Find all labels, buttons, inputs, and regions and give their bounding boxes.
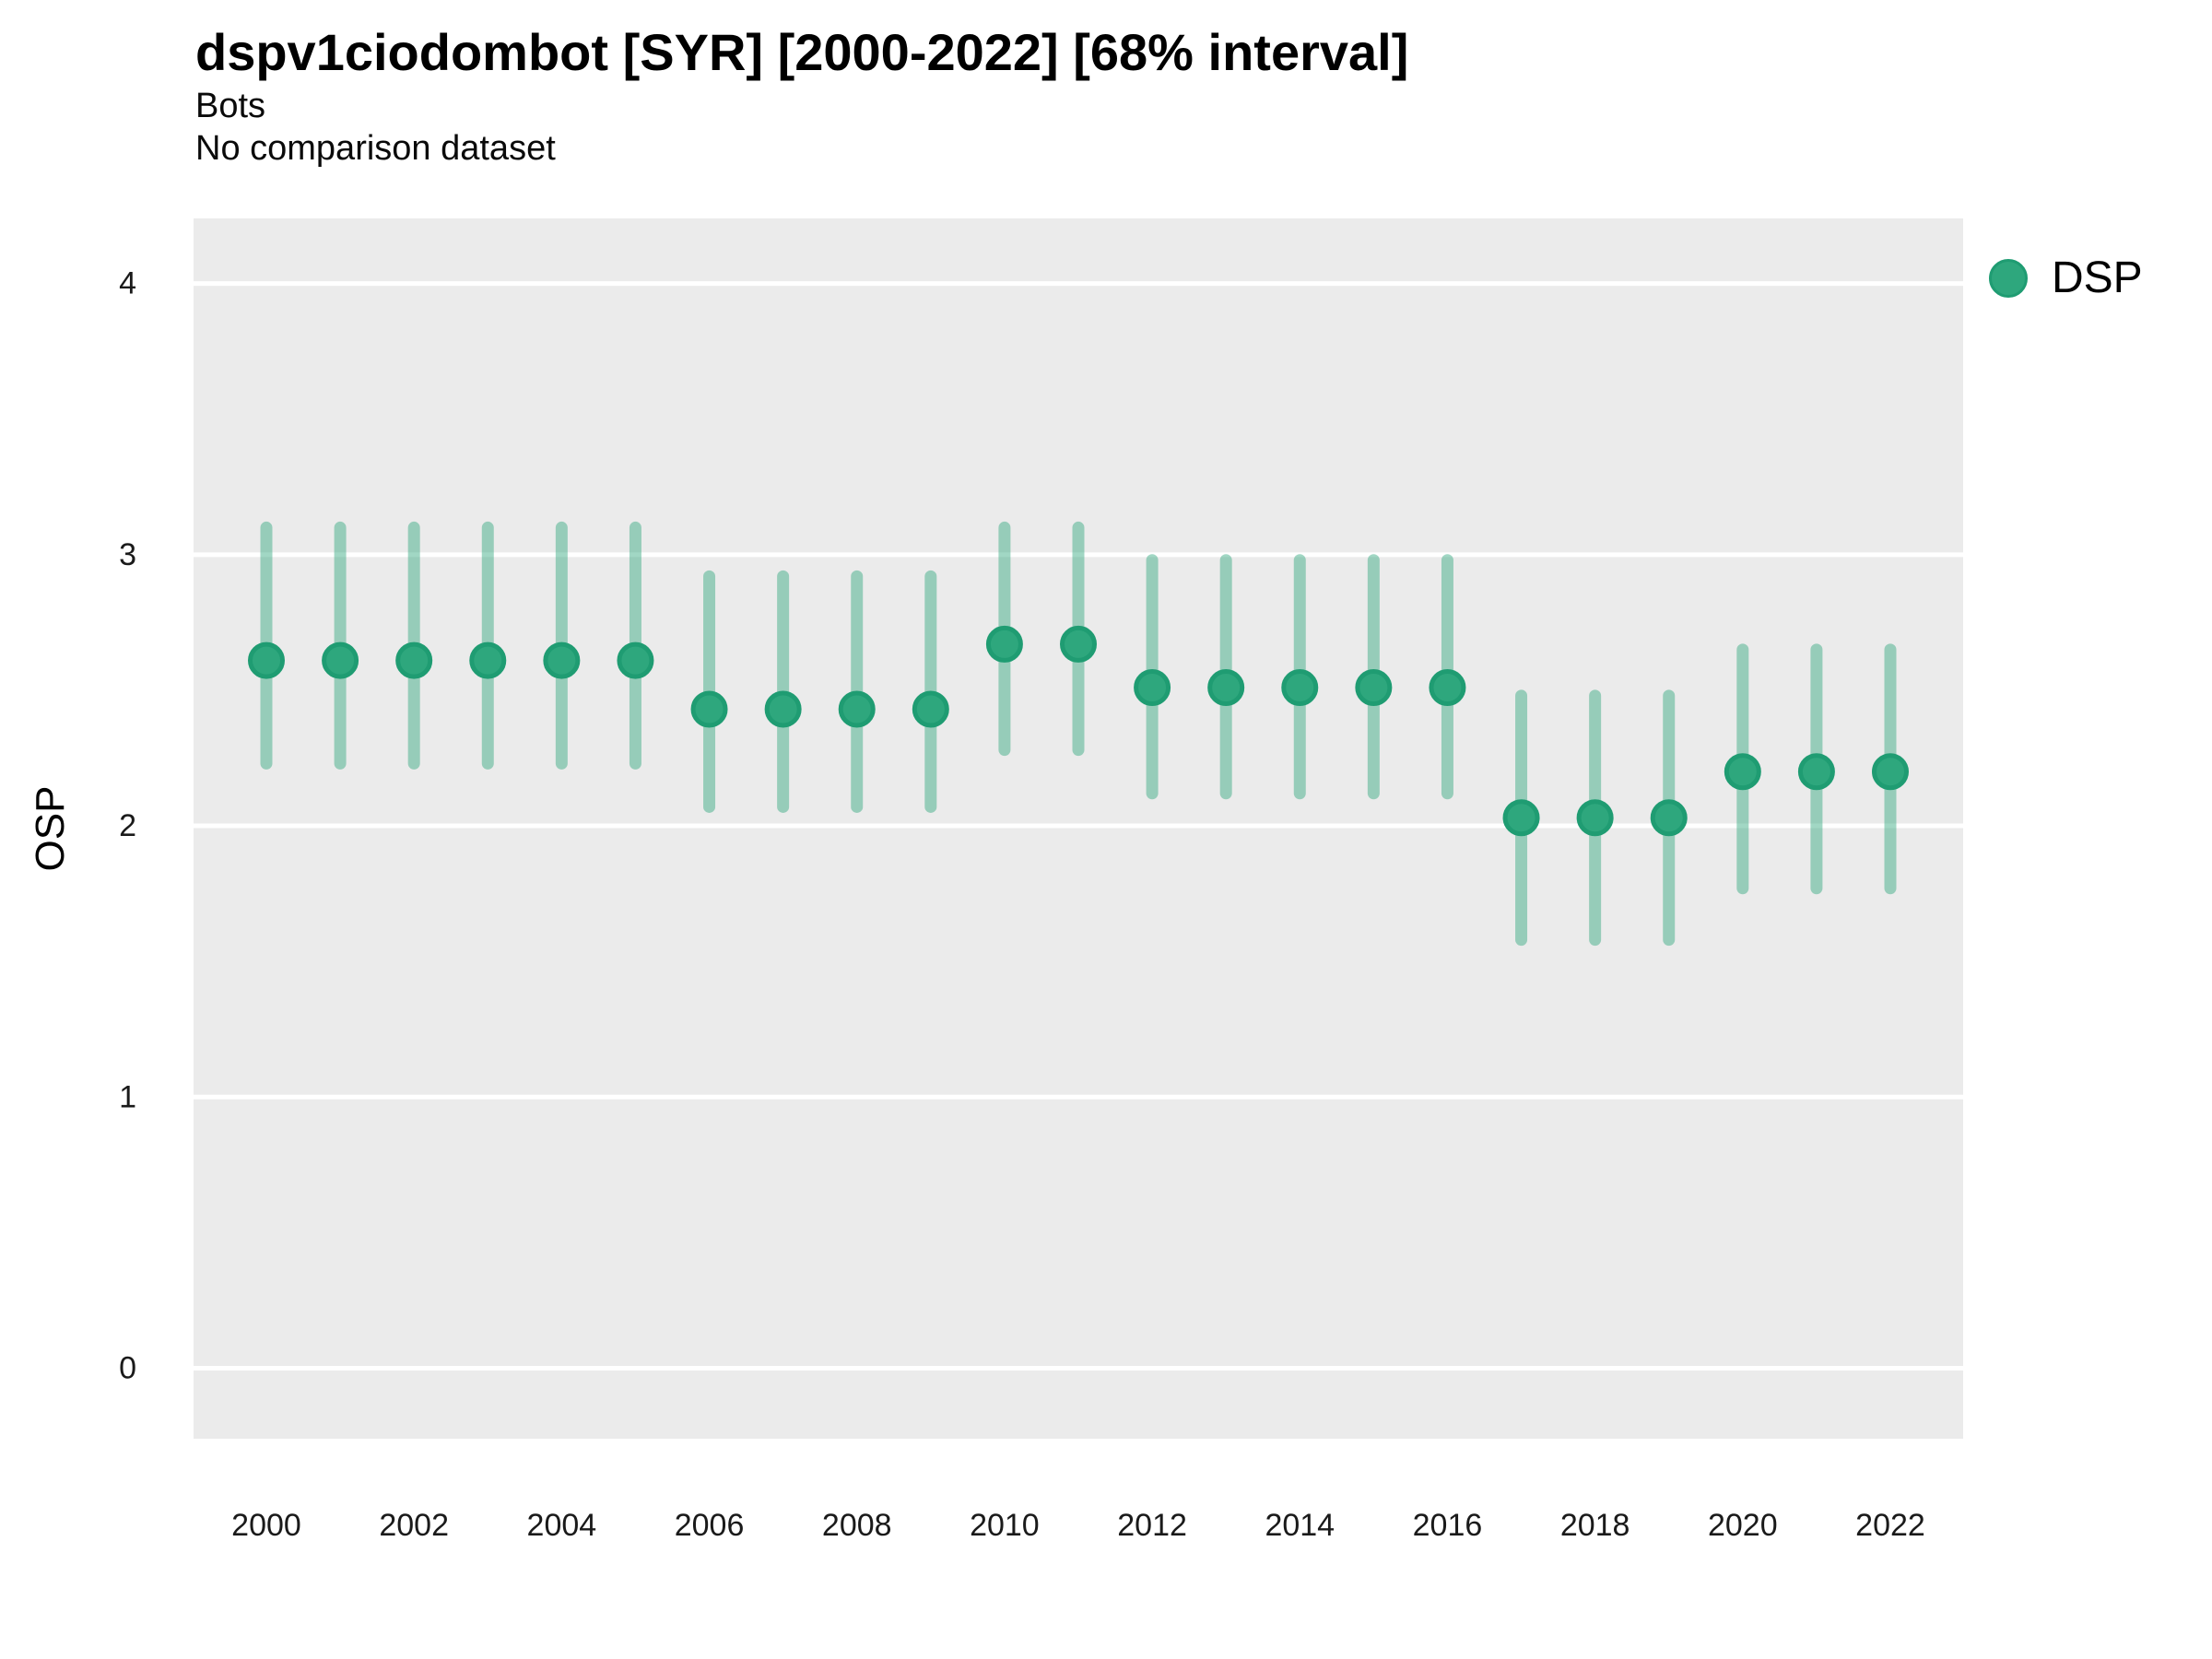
data-point-2001 <box>322 641 359 679</box>
data-point-2009 <box>912 690 949 728</box>
x-tick-label-2006: 2006 <box>675 1508 745 1543</box>
x-tick-label-2004: 2004 <box>527 1508 597 1543</box>
data-point-2021 <box>1797 753 1835 791</box>
legend: DSP <box>1989 253 2143 303</box>
data-point-2008 <box>838 690 876 728</box>
data-point-2022 <box>1872 753 1909 791</box>
data-point-2018 <box>1576 799 1614 837</box>
data-point-2016 <box>1429 669 1466 707</box>
data-point-2006 <box>690 690 728 728</box>
data-point-2019 <box>1650 799 1688 837</box>
y-tick-label-4: 4 <box>119 266 136 301</box>
y-tick-label-2: 2 <box>119 808 136 843</box>
x-tick-label-2016: 2016 <box>1413 1508 1483 1543</box>
x-tick-label-2022: 2022 <box>1855 1508 1925 1543</box>
chart-title: dspv1ciodombot [SYR] [2000-2022] [68% in… <box>195 23 1409 81</box>
data-point-2014 <box>1281 669 1319 707</box>
y-tick-label-0: 0 <box>119 1351 136 1386</box>
x-tick-label-2014: 2014 <box>1265 1508 1335 1543</box>
x-tick-label-2018: 2018 <box>1560 1508 1630 1543</box>
x-tick-label-2020: 2020 <box>1708 1508 1778 1543</box>
x-tick-label-2010: 2010 <box>970 1508 1040 1543</box>
data-point-2013 <box>1207 669 1245 707</box>
data-point-2012 <box>1134 669 1171 707</box>
data-point-2004 <box>543 641 581 679</box>
data-point-2017 <box>1502 799 1540 837</box>
data-point-2000 <box>248 641 285 679</box>
x-tick-label-2000: 2000 <box>231 1508 301 1543</box>
legend-dsp-label: DSP <box>2052 253 2143 302</box>
y-tick-label-1: 1 <box>119 1079 136 1114</box>
plot-panel <box>194 218 1963 1439</box>
data-point-2020 <box>1724 753 1761 791</box>
data-point-2010 <box>985 625 1023 663</box>
data-point-2011 <box>1060 625 1097 663</box>
x-tick-label-2012: 2012 <box>1117 1508 1187 1543</box>
data-point-2003 <box>469 641 507 679</box>
x-tick-label-2008: 2008 <box>822 1508 892 1543</box>
y-tick-label-3: 3 <box>119 537 136 572</box>
x-tick-label-2002: 2002 <box>379 1508 449 1543</box>
data-point-2015 <box>1355 669 1393 707</box>
y-axis-title: OSP <box>28 785 73 872</box>
data-point-2007 <box>764 690 802 728</box>
legend-dsp-swatch-icon <box>1989 258 2028 298</box>
chart-note: No comparison dataset <box>195 129 556 169</box>
data-point-2002 <box>395 641 433 679</box>
title-block: dspv1ciodombot [SYR] [2000-2022] [68% in… <box>195 20 1408 171</box>
data-point-2005 <box>617 641 654 679</box>
chart-subtitle: Bots <box>195 87 266 125</box>
